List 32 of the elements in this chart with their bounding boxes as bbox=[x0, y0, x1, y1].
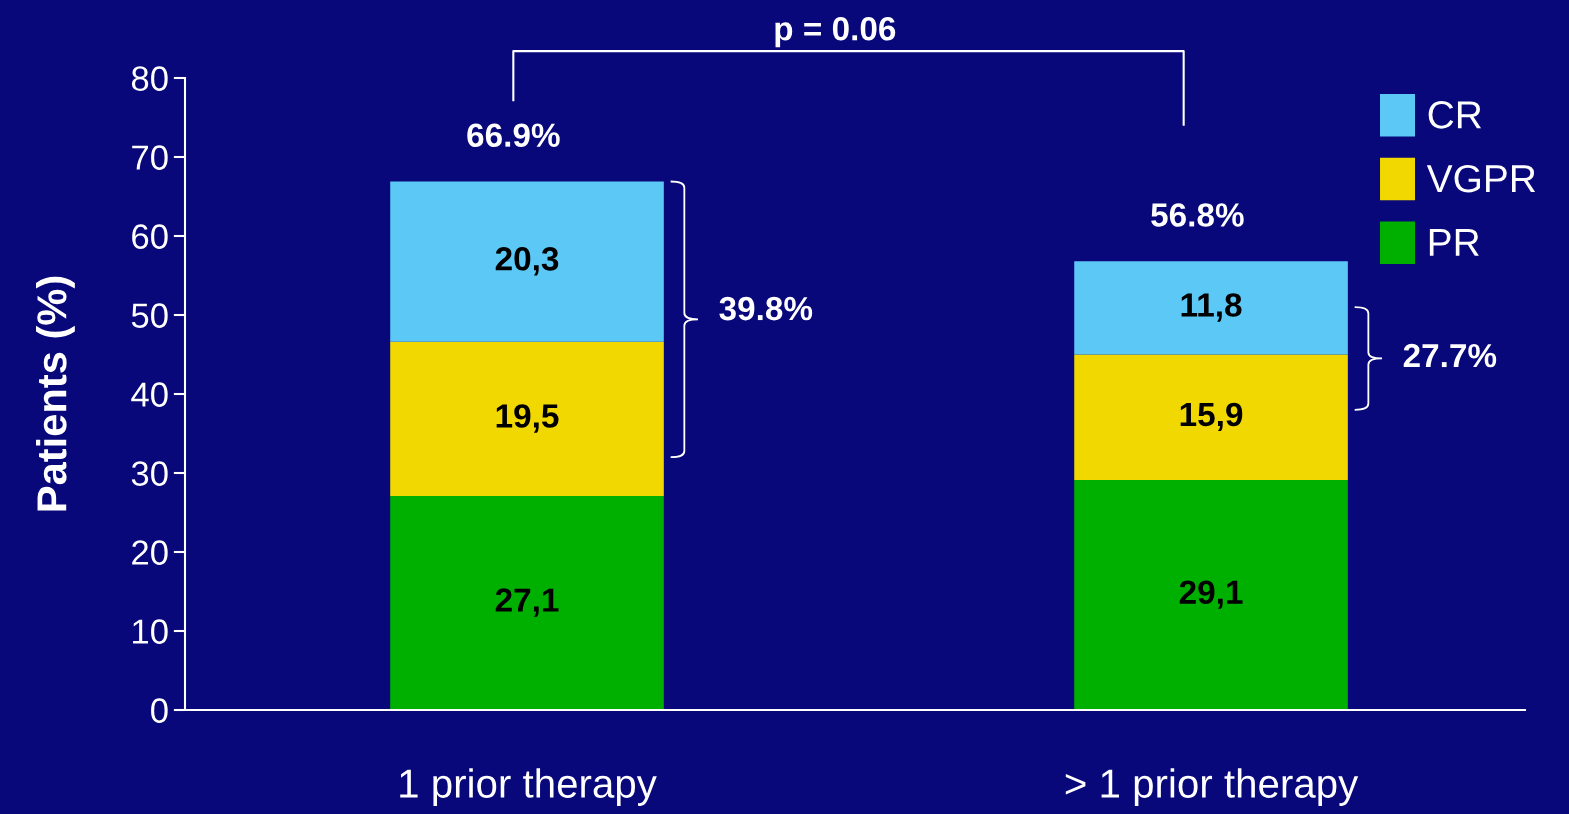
data-label: 19,5 bbox=[496, 404, 559, 433]
bar bbox=[390, 495, 664, 710]
annotation: 39.8% bbox=[719, 296, 813, 321]
y-tick-label: 50 bbox=[131, 303, 168, 328]
data-label: 27,1 bbox=[495, 588, 559, 617]
y-tick-label: 80 bbox=[131, 66, 168, 91]
bar bbox=[1074, 480, 1348, 710]
y-axis-title: Patients (%) bbox=[36, 276, 75, 511]
data-label: 15,9 bbox=[1180, 402, 1243, 432]
bar bbox=[1074, 261, 1348, 355]
y-tick-label: 70 bbox=[132, 145, 168, 170]
bar bbox=[1074, 354, 1348, 481]
total-label: 56.8% bbox=[1151, 203, 1244, 227]
y-tick-label: 20 bbox=[132, 540, 168, 565]
legend-label: VGPR bbox=[1426, 164, 1536, 193]
y-tick-label: 40 bbox=[131, 382, 168, 407]
legend-label: PR bbox=[1429, 229, 1479, 256]
x-tick-label: 1 prior therapy bbox=[400, 768, 657, 806]
data-label: 29,1 bbox=[1179, 580, 1243, 609]
y-tick-label: 30 bbox=[131, 461, 168, 486]
y-tick-label: 0 bbox=[151, 698, 168, 723]
legend-label: CR bbox=[1428, 101, 1482, 129]
annotation: 27.7% bbox=[1403, 343, 1497, 368]
bar bbox=[390, 341, 664, 496]
y-tick-label: 10 bbox=[133, 619, 168, 644]
y-tick-label: 60 bbox=[132, 224, 168, 249]
data-label: 11,8 bbox=[1181, 293, 1242, 322]
data-label: 20,3 bbox=[495, 247, 559, 276]
x-tick-label: > 1 prior therapy bbox=[1065, 768, 1359, 806]
total-label: 66.9% bbox=[467, 123, 560, 147]
bar bbox=[390, 181, 664, 342]
text: p = 0.06 bbox=[775, 17, 896, 48]
